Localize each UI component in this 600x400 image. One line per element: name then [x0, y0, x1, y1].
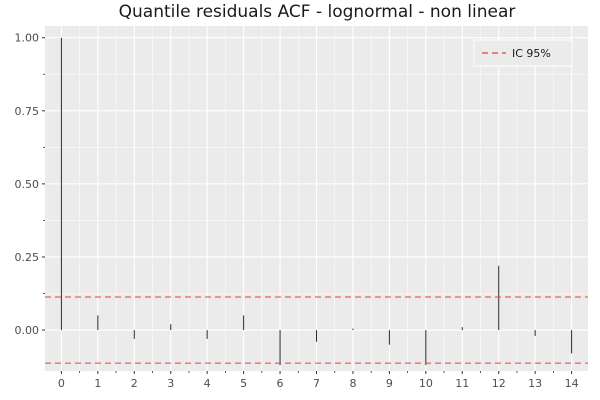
x-tick-label: 14 — [565, 377, 579, 390]
y-tick-label: 0.50 — [15, 178, 40, 191]
y-tick-label: 0.00 — [15, 324, 40, 337]
x-tick-label: 1 — [94, 377, 101, 390]
x-tick-label: 9 — [386, 377, 393, 390]
y-tick-label: 1.00 — [15, 32, 40, 45]
x-tick-label: 7 — [313, 377, 320, 390]
x-tick-label: 5 — [240, 377, 247, 390]
x-tick-label: 0 — [58, 377, 65, 390]
x-tick-label: 11 — [455, 377, 469, 390]
legend: IC 95% — [473, 39, 573, 67]
x-axis: 0 1 2 3 4 5 6 7 8 9 10 11 12 13 14 — [58, 371, 579, 390]
plot-panel — [45, 26, 588, 371]
legend-label-ic95: IC 95% — [512, 47, 551, 60]
y-tick-label: 0.25 — [15, 251, 40, 264]
x-tick-label: 6 — [277, 377, 284, 390]
legend-box — [473, 39, 573, 67]
x-tick-label: 2 — [131, 377, 138, 390]
chart-title: Quantile residuals ACF - lognormal - non… — [119, 2, 516, 22]
x-tick-label: 13 — [528, 377, 542, 390]
x-tick-label: 10 — [419, 377, 433, 390]
x-tick-label: 12 — [492, 377, 506, 390]
x-tick-label: 4 — [204, 377, 211, 390]
x-tick-label: 3 — [167, 377, 174, 390]
x-tick-label: 8 — [349, 377, 356, 390]
y-tick-label: 0.75 — [15, 105, 40, 118]
y-axis: 0.00 0.25 0.50 0.75 1.00 — [15, 32, 45, 337]
